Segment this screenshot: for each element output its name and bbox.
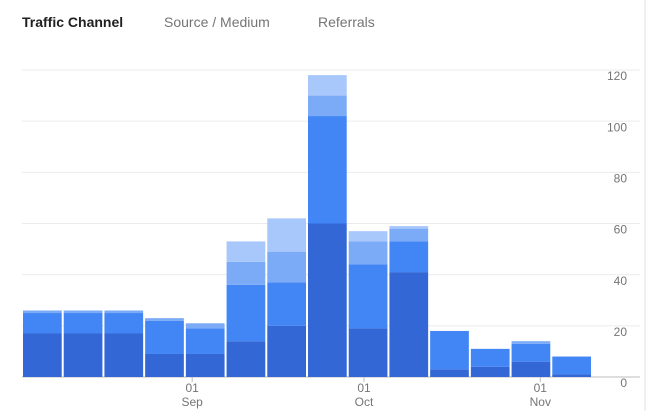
- x-tick-label: Sep: [182, 395, 204, 409]
- bar-segment: [430, 330, 469, 370]
- bar-segment: [552, 374, 591, 377]
- bar-segment: [226, 261, 266, 285]
- y-tick-label: 20: [614, 325, 628, 339]
- bar-segment: [308, 223, 347, 377]
- bar-segment: [511, 361, 551, 377]
- bar-segment: [226, 241, 266, 262]
- bar-segment: [63, 333, 103, 377]
- bar-segment: [430, 369, 469, 377]
- bar-segment: [389, 228, 429, 242]
- bar-segment: [470, 348, 510, 367]
- bar-segment: [185, 353, 225, 377]
- bar-segment: [267, 282, 306, 326]
- bar-segment: [185, 328, 225, 354]
- bar-segment: [226, 341, 266, 377]
- bar-segment: [145, 353, 184, 377]
- bar-segment: [348, 264, 388, 329]
- bar-segment: [470, 366, 510, 377]
- bar-segment: [104, 333, 144, 377]
- y-tick-label: 60: [614, 223, 628, 237]
- bar-segment: [511, 341, 551, 344]
- y-tick-label: 120: [607, 69, 627, 83]
- bar-segment: [308, 116, 347, 224]
- bar-segment: [267, 251, 306, 283]
- bar-segment: [308, 75, 347, 96]
- y-tick-label: 80: [614, 172, 628, 186]
- bar-segment: [104, 310, 144, 314]
- bar-segment: [389, 241, 429, 273]
- x-tick-label: 01: [186, 381, 200, 395]
- y-tick-label: 0: [620, 376, 627, 390]
- bar-segment: [389, 226, 429, 229]
- y-tick-label: 40: [614, 274, 628, 288]
- bar-segment: [389, 272, 429, 377]
- bar-segment: [348, 241, 388, 265]
- x-tick-label: Nov: [530, 395, 551, 409]
- bar-segment: [23, 333, 62, 377]
- bar-segment: [63, 313, 103, 334]
- x-tick-label: 01: [357, 381, 371, 395]
- tab-bar: Traffic Channel Source / Medium Referral…: [0, 12, 653, 36]
- bar-segment: [552, 356, 591, 375]
- bar-segment: [267, 325, 306, 377]
- bar-segment: [63, 310, 103, 314]
- y-tick-label: 100: [607, 120, 627, 134]
- bar-segment: [226, 284, 266, 342]
- tab[interactable]: Traffic Channel: [22, 14, 124, 30]
- bar-segment: [348, 328, 388, 377]
- bar-segment: [267, 218, 306, 252]
- bar-segment: [23, 313, 62, 334]
- bar-segment: [23, 310, 62, 314]
- tab[interactable]: Source / Medium: [164, 14, 270, 30]
- tab[interactable]: Referrals: [318, 14, 375, 30]
- x-tick-label: 01: [534, 381, 548, 395]
- x-tick-label: Oct: [355, 395, 374, 409]
- bar-segment: [104, 313, 144, 334]
- bar-segment: [145, 320, 184, 354]
- bar-segment: [308, 95, 347, 117]
- bar-segment: [185, 323, 225, 329]
- bar-segment: [348, 231, 388, 242]
- bar-segment: [511, 343, 551, 362]
- bar-segment: [145, 318, 184, 321]
